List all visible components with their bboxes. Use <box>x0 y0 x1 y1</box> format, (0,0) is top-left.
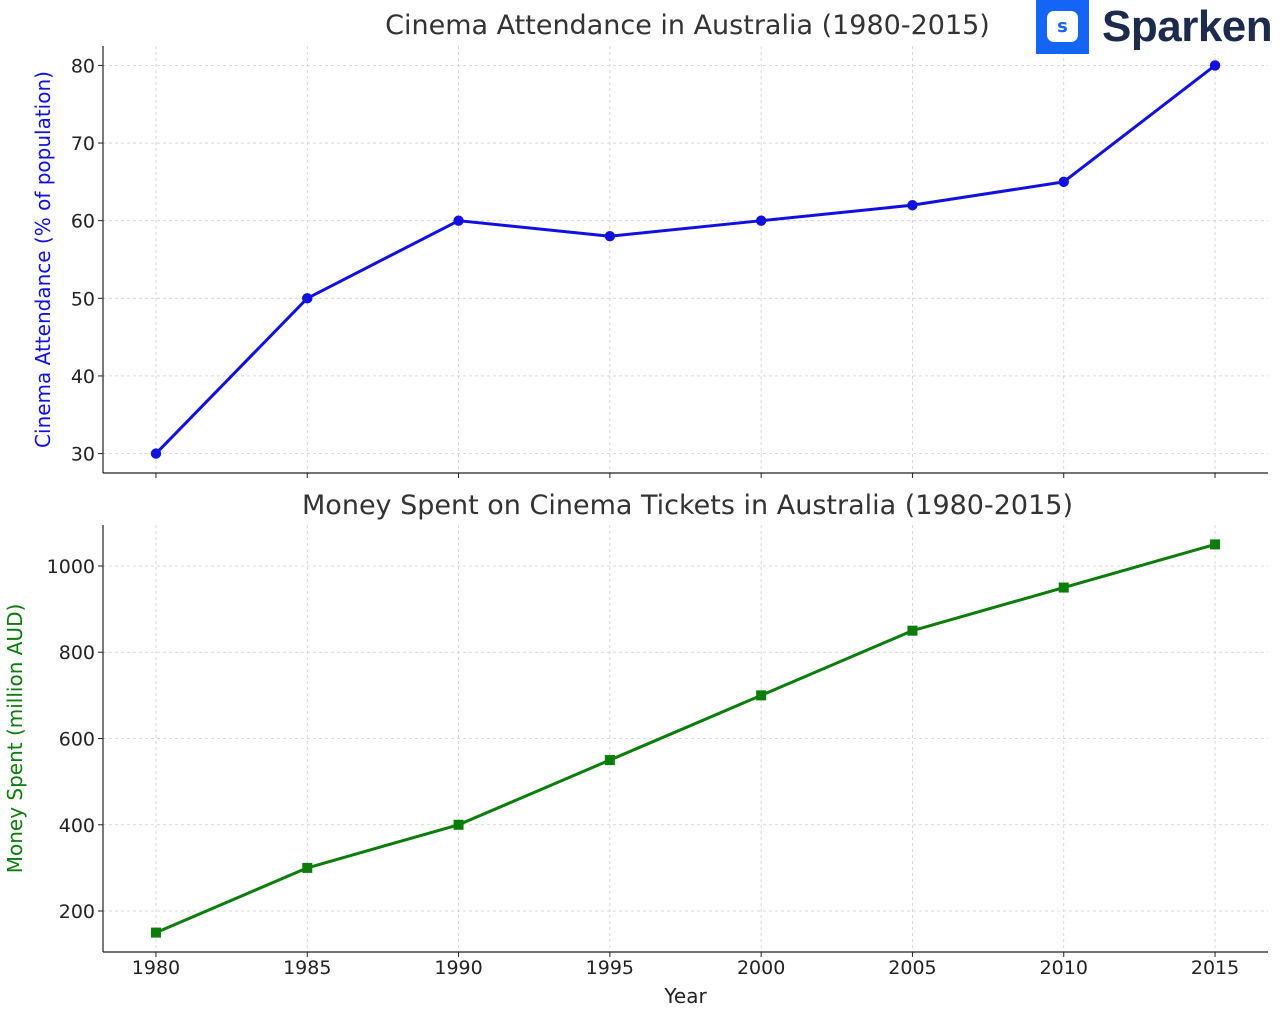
sparken-logo: s Sparken <box>1036 0 1280 54</box>
money-spent-data-point <box>150 927 161 938</box>
attendance-series-line <box>154 64 1216 455</box>
attendance-data-point <box>1058 176 1069 188</box>
attendance-data-point <box>755 215 767 226</box>
money-spent-x-tick-label: 1985 <box>283 957 331 979</box>
attendance-data-point <box>1209 60 1221 71</box>
money-spent-data-point <box>302 862 313 873</box>
money-spent-y-axis-label: Money Spent (million AUD) <box>3 604 27 874</box>
money-spent-x-tick-label: 2005 <box>888 957 936 979</box>
money-spent-y-tick-label: 1000 <box>47 556 95 578</box>
attendance-y-axis-label: Cinema Attendance (% of population) <box>31 71 55 448</box>
money-spent-x-tick-label: 1995 <box>586 957 634 979</box>
money-spent-data-point <box>1210 539 1221 550</box>
attendance-panel: 30 40 50 60 70 80 Cinema Attendance in Austral… <box>31 10 1268 478</box>
money-spent-y-tick-label: 200 <box>59 901 95 923</box>
attendance-y-tick-label: 30 <box>71 444 95 466</box>
money-spent-panel: 200 400 600 800 1000 1980 1985 1990 1995 2000 2005… <box>3 490 1268 1008</box>
money-spent-x-tick-label: 1990 <box>434 957 482 979</box>
attendance-data-point <box>604 231 616 242</box>
money-spent-data-point <box>756 690 767 701</box>
money-spent-x-tick-label: 2010 <box>1040 957 1088 979</box>
logo-wordmark: Sparken <box>1102 2 1273 51</box>
money-spent-data-point <box>907 625 918 636</box>
money-spent-x-tick-label: 1980 <box>132 957 180 979</box>
attendance-y-tick-label: 40 <box>71 366 95 388</box>
money-spent-x-tick-label: 2000 <box>737 957 785 979</box>
money-spent-y-tick-label: 800 <box>59 642 95 664</box>
money-spent-data-point <box>453 819 464 830</box>
attendance-y-tick-label: 60 <box>71 211 95 233</box>
attendance-data-point <box>453 215 464 226</box>
attendance-y-tick-label: 50 <box>71 288 95 310</box>
money-spent-data-point <box>1058 582 1069 593</box>
money-spent-data-point <box>604 755 615 766</box>
money-spent-y-tick-label: 600 <box>59 729 95 751</box>
money-spent-x-tick-label: 2015 <box>1191 957 1239 979</box>
money-spent-y-tick-label: 400 <box>59 815 95 837</box>
logo-badge-letter: s <box>1047 11 1078 42</box>
attendance-chart-title: Cinema Attendance in Australia (1980-201… <box>385 10 990 41</box>
money-spent-series-line <box>155 542 1216 934</box>
attendance-data-point <box>302 293 313 304</box>
money-spent-x-axis-label: Year <box>663 984 707 1008</box>
logo-badge-icon: s <box>1036 0 1089 54</box>
money-spent-chart-title: Money Spent on Cinema Tickets in Austral… <box>302 490 1073 521</box>
attendance-y-tick-label: 70 <box>71 133 95 155</box>
attendance-data-point <box>150 448 162 459</box>
attendance-data-point <box>907 199 918 211</box>
attendance-y-tick-label: 80 <box>71 55 95 77</box>
